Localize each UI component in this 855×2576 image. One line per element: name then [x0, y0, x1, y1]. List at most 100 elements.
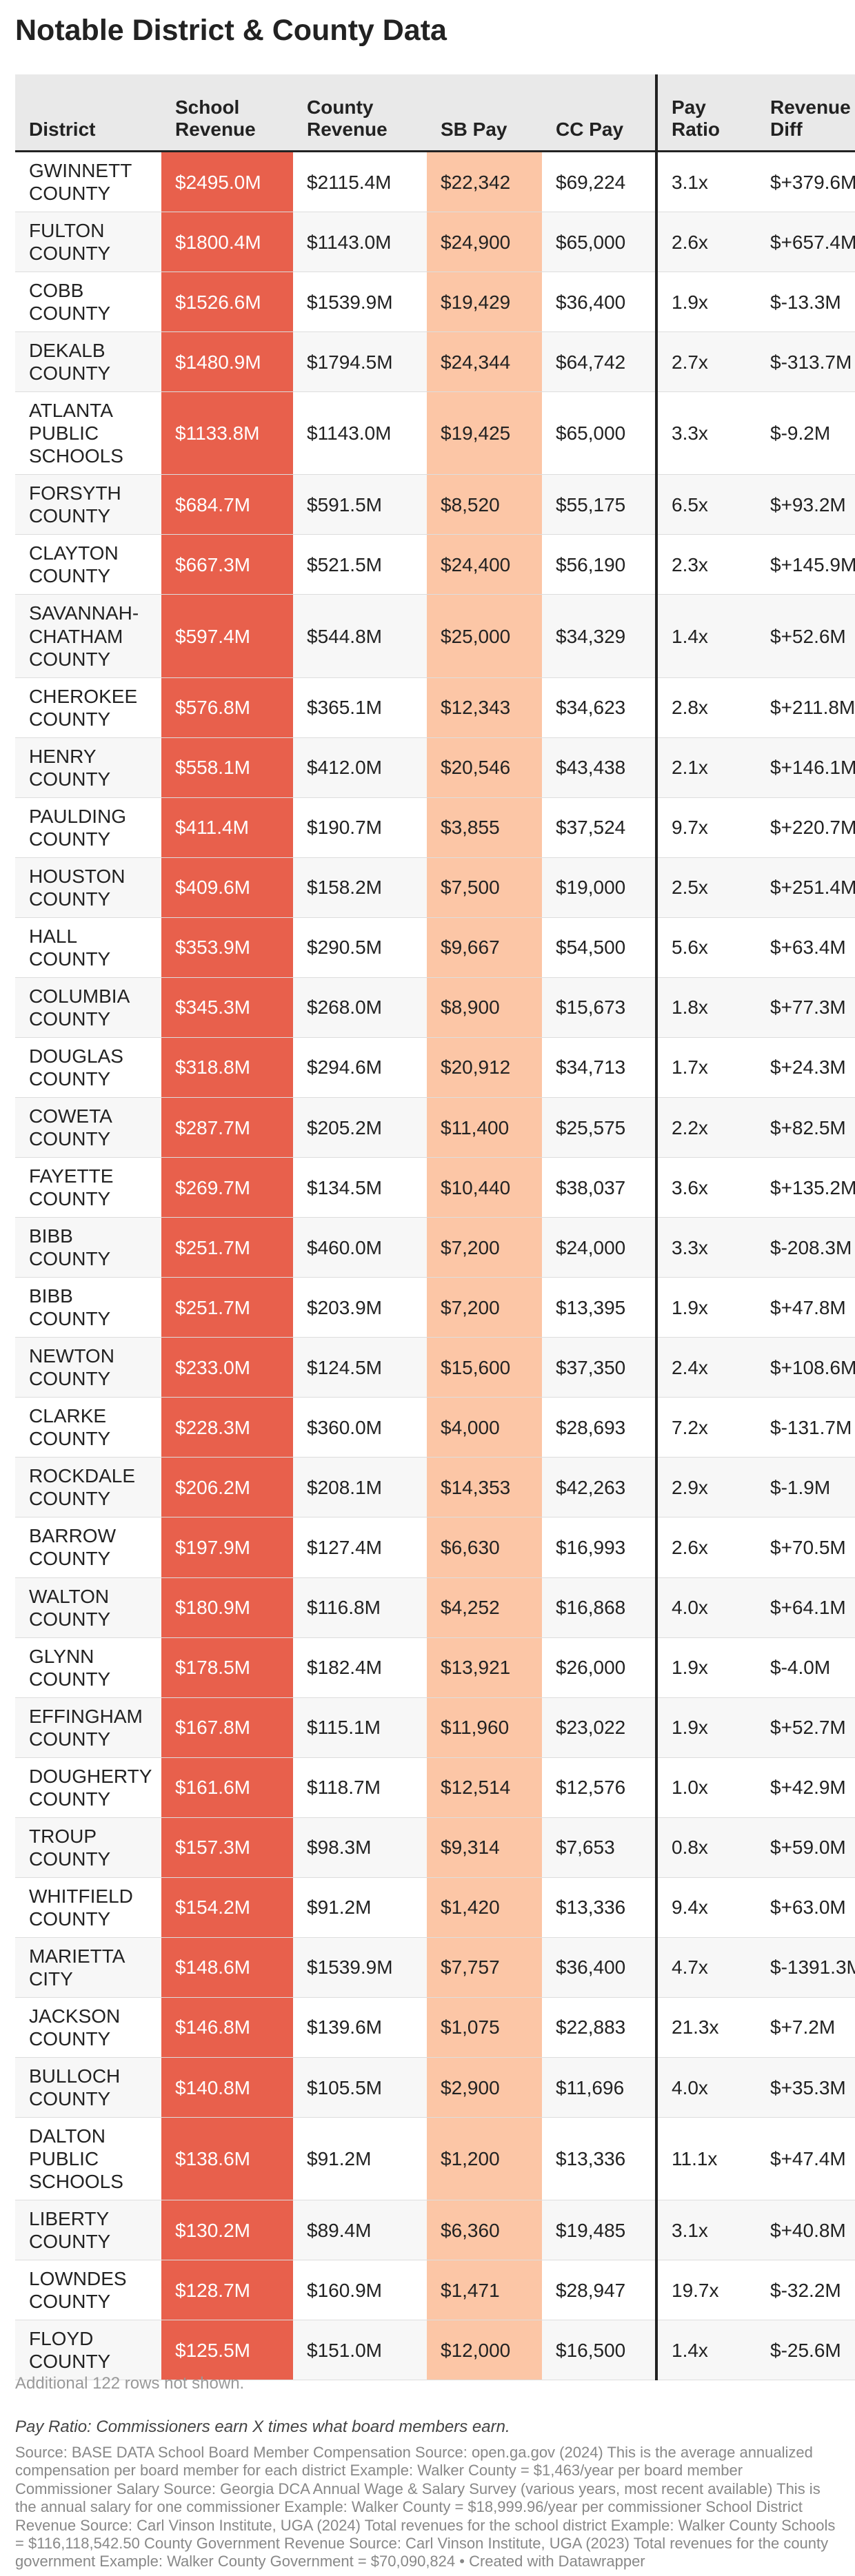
table-cell: $43,438 — [542, 737, 656, 798]
table-cell: $38,037 — [542, 1157, 656, 1218]
table-cell: $20,912 — [427, 1037, 542, 1098]
table-cell: $4,000 — [427, 1397, 542, 1458]
table-cell: $4,252 — [427, 1577, 542, 1638]
table-cell: $12,514 — [427, 1757, 542, 1818]
table-row: HENRY COUNTY $558.1M $412.0M $20,546 $43,438… — [15, 737, 855, 798]
table-cell: $118.7M — [293, 1757, 427, 1818]
table-cell: $24,000 — [542, 1217, 656, 1278]
table-cell: $-13.3M — [756, 272, 855, 333]
table-row: ROCKDALE COUNTY $206.2M $208.1M $14,353 $42,… — [15, 1457, 855, 1518]
table-cell: 3.3x — [655, 1217, 756, 1278]
table-cell: $+657.4M — [756, 212, 855, 273]
table-cell: $180.9M — [161, 1577, 293, 1638]
table-cell: $7,653 — [542, 1817, 656, 1878]
table-cell: $11,400 — [427, 1097, 542, 1158]
table-cell: 11.1x — [655, 2117, 756, 2201]
table-cell: BARROW COUNTY — [15, 1517, 161, 1578]
table-cell: $6,360 — [427, 2200, 542, 2261]
table-cell: 2.2x — [655, 1097, 756, 1158]
table-cell: $+35.3M — [756, 2057, 855, 2118]
table-cell: $1133.8M — [161, 391, 293, 476]
table-cell: $105.5M — [293, 2057, 427, 2118]
table-row: BULLOCH COUNTY $140.8M $105.5M $2,900 $11,69… — [15, 2057, 855, 2118]
table-cell: $116.8M — [293, 1577, 427, 1638]
table-cell: $2115.4M — [293, 151, 427, 213]
table-cell: ROCKDALE COUNTY — [15, 1457, 161, 1518]
table-cell: $1143.0M — [293, 391, 427, 476]
table-cell: $268.0M — [293, 977, 427, 1038]
table-cell: $127.4M — [293, 1517, 427, 1578]
table-cell: 0.8x — [655, 1817, 756, 1878]
table-cell: $98.3M — [293, 1817, 427, 1878]
table-cell: 4.0x — [655, 2057, 756, 2118]
table-cell: $+52.6M — [756, 594, 855, 678]
table-row: CHEROKEE COUNTY $576.8M $365.1M $12,343 $34,… — [15, 677, 855, 738]
table-cell: $15,600 — [427, 1337, 542, 1398]
table-cell: $13,921 — [427, 1637, 542, 1698]
table-cell: $56,190 — [542, 534, 656, 595]
table-cell: $+24.3M — [756, 1037, 855, 1098]
table-cell: PAULDING COUNTY — [15, 797, 161, 858]
table-cell: $115.1M — [293, 1697, 427, 1758]
table-cell: $294.6M — [293, 1037, 427, 1098]
table-row: BIBB COUNTY $251.7M $203.9M $7,200 $13,395 1.… — [15, 1277, 855, 1338]
column-header: CC Pay — [542, 74, 656, 152]
table-cell: FLOYD COUNTY — [15, 2320, 161, 2381]
table-cell: $412.0M — [293, 737, 427, 798]
table-row: COBB COUNTY $1526.6M $1539.9M $19,429 $36,40… — [15, 272, 855, 333]
table-body: GWINNETT COUNTY $2495.0M $2115.4M $22,342 $6… — [15, 151, 855, 2381]
table-cell: $178.5M — [161, 1637, 293, 1698]
table-cell: $125.5M — [161, 2320, 293, 2381]
table-cell: $233.0M — [161, 1337, 293, 1398]
table-row: DALTON PUBLIC SCHOOLS $138.6M $91.2M $1,200… — [15, 2117, 855, 2201]
table-cell: COLUMBIA COUNTY — [15, 977, 161, 1038]
table-cell: $34,623 — [542, 677, 656, 738]
table-cell: $54,500 — [542, 917, 656, 978]
table-row: FORSYTH COUNTY $684.7M $591.5M $8,520 $55,17… — [15, 474, 855, 535]
table-cell: $521.5M — [293, 534, 427, 595]
table-cell: $34,329 — [542, 594, 656, 678]
table-cell: 2.9x — [655, 1457, 756, 1518]
table-cell: $7,757 — [427, 1937, 542, 1998]
table-cell: $23,022 — [542, 1697, 656, 1758]
table-cell: $24,344 — [427, 331, 542, 393]
table-row: TROUP COUNTY $157.3M $98.3M $9,314 $7,653 0.8… — [15, 1817, 855, 1878]
table-cell: 1.4x — [655, 2320, 756, 2381]
table-cell: $1800.4M — [161, 212, 293, 273]
table-cell: $1539.9M — [293, 1937, 427, 1998]
table-row: MARIETTA CITY $148.6M $1539.9M $7,757 $36,40… — [15, 1937, 855, 1998]
table-cell: $+40.8M — [756, 2200, 855, 2261]
table-cell: 6.5x — [655, 474, 756, 535]
table-cell: $69,224 — [542, 151, 656, 213]
table-cell: $251.7M — [161, 1277, 293, 1338]
table-cell: $19,429 — [427, 272, 542, 333]
table-cell: $+93.2M — [756, 474, 855, 535]
table-cell: HOUSTON COUNTY — [15, 857, 161, 918]
table-cell: $+251.4M — [756, 857, 855, 918]
table-cell: $228.3M — [161, 1397, 293, 1458]
table-row: CLARKE COUNTY $228.3M $360.0M $4,000 $28,693… — [15, 1397, 855, 1458]
table-cell: NEWTON COUNTY — [15, 1337, 161, 1398]
table-cell: $558.1M — [161, 737, 293, 798]
table-cell: $1,471 — [427, 2260, 542, 2321]
table-cell: $-4.0M — [756, 1637, 855, 1698]
table-cell: $-32.2M — [756, 2260, 855, 2321]
table-cell: EFFINGHAM COUNTY — [15, 1697, 161, 1758]
table-cell: $14,353 — [427, 1457, 542, 1518]
table-cell: $+77.3M — [756, 977, 855, 1038]
table-cell: $128.7M — [161, 2260, 293, 2321]
table-cell: $287.7M — [161, 1097, 293, 1158]
table-cell: $140.8M — [161, 2057, 293, 2118]
table-cell: $+59.0M — [756, 1817, 855, 1878]
table-cell: 9.4x — [655, 1877, 756, 1938]
table-cell: $205.2M — [293, 1097, 427, 1158]
table-cell: $16,500 — [542, 2320, 656, 2381]
table-cell: $+70.5M — [756, 1517, 855, 1578]
table-cell: $7,200 — [427, 1217, 542, 1278]
table-cell: $37,350 — [542, 1337, 656, 1398]
table-cell: HALL COUNTY — [15, 917, 161, 978]
table-cell: LIBERTY COUNTY — [15, 2200, 161, 2261]
table-cell: 4.7x — [655, 1937, 756, 1998]
table-row: WALTON COUNTY $180.9M $116.8M $4,252 $16,868… — [15, 1577, 855, 1638]
table-cell: DOUGHERTY COUNTY — [15, 1757, 161, 1818]
